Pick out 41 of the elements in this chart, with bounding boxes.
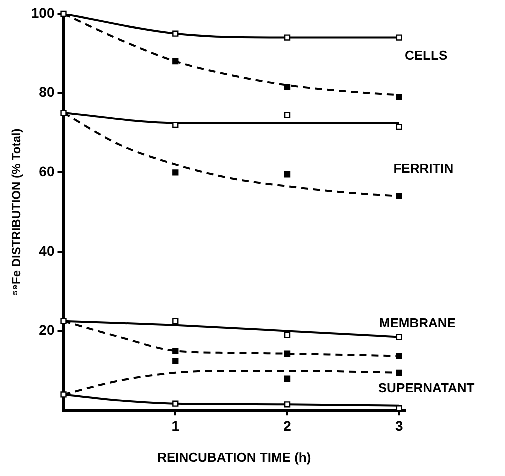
- point: [284, 350, 291, 357]
- point: [396, 353, 402, 360]
- point: [284, 402, 291, 408]
- x-axis-title: REINCUBATION TIME (h): [158, 450, 312, 465]
- point: [172, 400, 179, 407]
- point: [396, 334, 402, 340]
- point: [396, 193, 402, 200]
- point: [172, 170, 179, 176]
- y-tick-label: 20: [39, 322, 55, 338]
- annotation: SUPERNATANT: [378, 380, 475, 396]
- x-tick-label: 1: [172, 418, 180, 434]
- point: [284, 376, 291, 382]
- point: [60, 392, 67, 398]
- x-tick-label: 3: [396, 418, 404, 434]
- y-tick-label: 80: [39, 84, 55, 100]
- point: [172, 30, 179, 37]
- annotation: MEMBRANE: [379, 315, 456, 330]
- y-tick-label: 60: [39, 164, 55, 180]
- point: [172, 348, 179, 354]
- point: [396, 370, 402, 376]
- y-axis-title: ⁵⁹Fe DISTRIBUTION (% Total): [10, 128, 24, 296]
- point: [396, 124, 402, 130]
- point: [60, 10, 67, 18]
- point: [396, 34, 402, 41]
- x-tick-label: 2: [284, 418, 292, 434]
- point: [172, 58, 179, 65]
- point: [284, 112, 291, 118]
- point: [284, 332, 291, 338]
- y-tick-label: 40: [39, 242, 55, 259]
- point: [396, 94, 402, 100]
- point: [284, 172, 291, 178]
- point: [284, 34, 291, 41]
- y-tick-label: 100: [31, 4, 55, 21]
- annotation: CELLS: [405, 48, 448, 64]
- point: [172, 358, 179, 364]
- point: [60, 110, 67, 116]
- point: [172, 318, 179, 324]
- annotation: FERRITIN: [394, 161, 454, 176]
- point: [172, 122, 179, 128]
- point: [284, 84, 291, 90]
- point: [60, 318, 67, 324]
